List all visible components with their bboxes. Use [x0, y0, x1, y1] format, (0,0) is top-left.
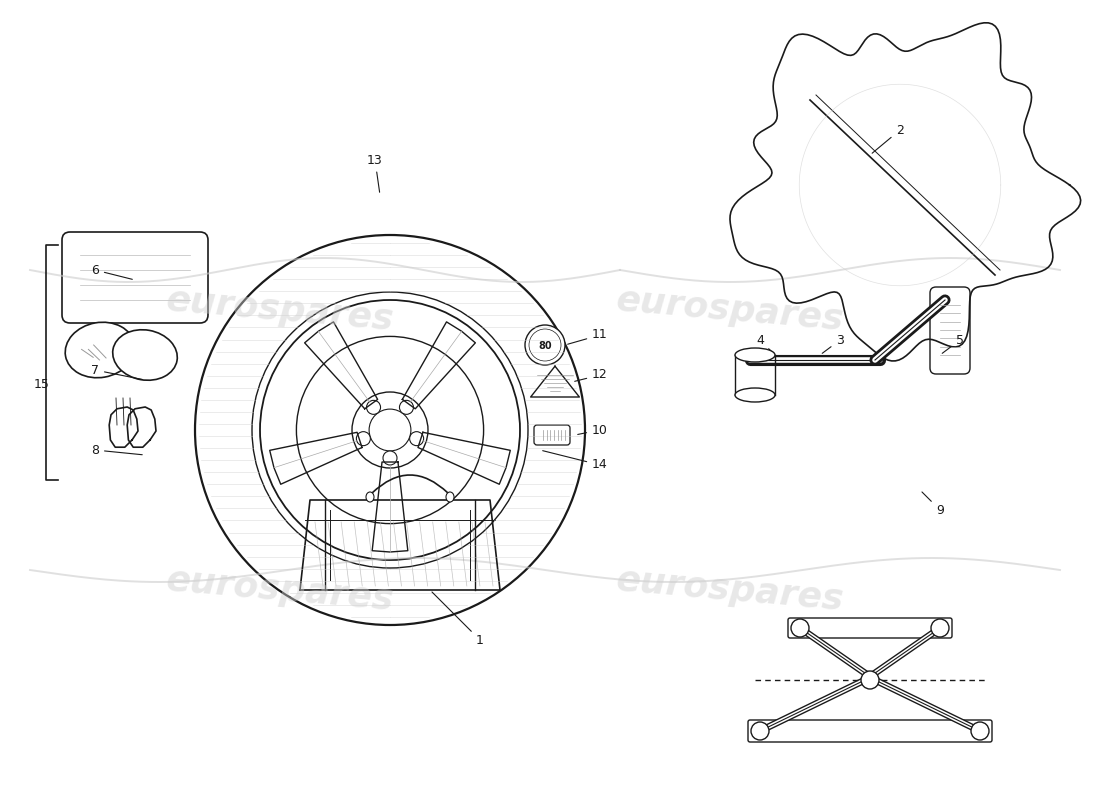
Circle shape	[791, 619, 808, 637]
Circle shape	[260, 300, 520, 560]
FancyBboxPatch shape	[930, 287, 970, 374]
Text: eurospares: eurospares	[165, 563, 395, 617]
FancyBboxPatch shape	[748, 720, 992, 742]
Ellipse shape	[65, 322, 135, 378]
Circle shape	[195, 235, 585, 625]
Ellipse shape	[446, 492, 454, 502]
Circle shape	[409, 432, 424, 446]
Circle shape	[751, 722, 769, 740]
Circle shape	[352, 392, 428, 468]
Circle shape	[356, 432, 371, 446]
Text: 1: 1	[432, 592, 484, 646]
Circle shape	[529, 329, 561, 361]
Circle shape	[296, 336, 484, 524]
Text: eurospares: eurospares	[165, 283, 395, 337]
Text: eurospares: eurospares	[615, 283, 846, 337]
Text: eurospares: eurospares	[615, 563, 846, 617]
Text: 8: 8	[91, 443, 142, 457]
FancyBboxPatch shape	[788, 618, 952, 638]
Circle shape	[399, 400, 414, 414]
FancyBboxPatch shape	[62, 232, 208, 323]
Ellipse shape	[366, 492, 374, 502]
Circle shape	[971, 722, 989, 740]
Text: 5: 5	[943, 334, 964, 354]
Ellipse shape	[735, 348, 776, 362]
Text: 11: 11	[568, 329, 608, 344]
Text: 14: 14	[542, 450, 608, 471]
Text: 10: 10	[578, 423, 608, 437]
Text: 4: 4	[756, 334, 773, 353]
Text: 13: 13	[367, 154, 383, 192]
Circle shape	[383, 451, 397, 465]
Text: 15: 15	[34, 378, 50, 391]
Circle shape	[370, 409, 411, 451]
Text: 2: 2	[872, 123, 904, 154]
Circle shape	[861, 671, 879, 689]
Text: 9: 9	[922, 492, 944, 517]
Ellipse shape	[112, 330, 177, 380]
Ellipse shape	[735, 388, 776, 402]
Text: 7: 7	[91, 363, 142, 379]
Circle shape	[931, 619, 949, 637]
Text: 12: 12	[574, 369, 608, 382]
Text: 6: 6	[91, 263, 132, 279]
Text: 80: 80	[538, 341, 552, 351]
Circle shape	[525, 325, 565, 365]
Text: 3: 3	[822, 334, 844, 354]
FancyBboxPatch shape	[534, 425, 570, 445]
Circle shape	[366, 400, 381, 414]
Circle shape	[252, 292, 528, 568]
